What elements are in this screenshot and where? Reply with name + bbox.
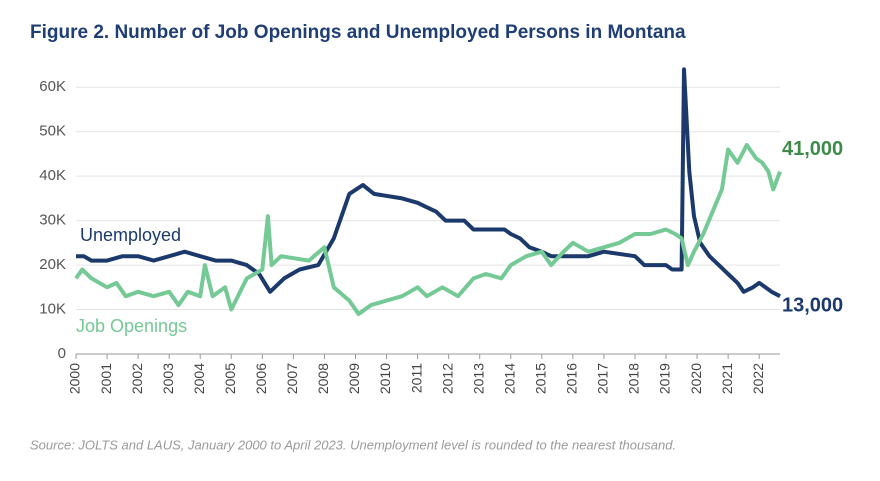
series-line [76, 67, 781, 298]
x-tick-label: 2021 [719, 363, 735, 394]
y-tick-label: 0 [58, 345, 66, 362]
x-tick-label: 2003 [160, 363, 176, 394]
y-tick-label: 10K [39, 301, 66, 318]
y-tick-label: 50K [39, 123, 66, 140]
x-tick-label: 2013 [470, 363, 486, 394]
x-tick-label: 2015 [533, 363, 549, 394]
y-tick-label: 60K [39, 78, 66, 95]
x-tick-label: 2005 [222, 363, 238, 394]
chart-title: Figure 2. Number of Job Openings and Une… [30, 22, 686, 43]
x-tick-label: 2004 [191, 363, 207, 394]
x-tick-label: 2022 [750, 363, 766, 394]
x-tick-label: 2006 [253, 363, 269, 394]
source-note: Source: JOLTS and LAUS, January 2000 to … [30, 437, 676, 452]
series-label: Job Openings [76, 316, 187, 336]
x-tick-label: 2007 [284, 363, 300, 394]
x-tick-label: 2018 [626, 363, 642, 394]
x-tick-label: 2012 [439, 363, 455, 394]
x-tick-label: 2019 [657, 363, 673, 394]
x-tick-label: 2016 [564, 363, 580, 394]
x-tick-label: 2014 [501, 363, 517, 394]
x-tick-label: 2008 [315, 363, 331, 394]
x-tick-label: 2011 [408, 363, 424, 393]
x-tick-label: 2010 [377, 363, 393, 394]
x-tick-label: 2001 [98, 363, 114, 394]
x-tick-label: 2020 [688, 363, 704, 394]
y-tick-label: 30K [39, 212, 66, 229]
x-tick-label: 2017 [595, 363, 611, 394]
series-label: Unemployed [80, 225, 181, 245]
x-tick-label: 2009 [346, 363, 362, 394]
x-tick-label: 2000 [67, 363, 83, 394]
y-tick-label: 20K [39, 256, 66, 273]
end-label: 13,000 [782, 294, 843, 316]
series-line [74, 143, 782, 316]
y-tick-label: 40K [39, 167, 66, 184]
x-tick-label: 2002 [129, 363, 145, 394]
end-label: 41,000 [782, 138, 843, 160]
